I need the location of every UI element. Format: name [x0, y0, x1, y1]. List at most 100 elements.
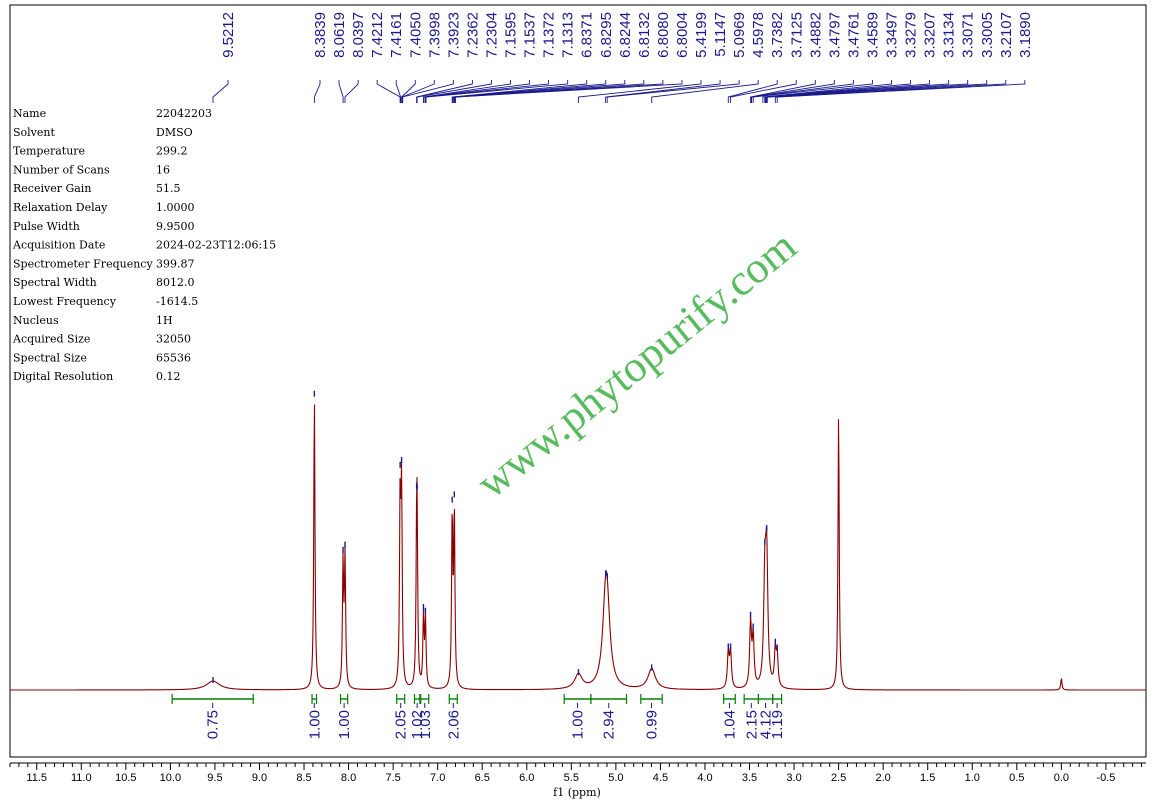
x-tick-label: 4.0 [697, 772, 712, 784]
x-axis-label: f1 (ppm) [553, 786, 601, 799]
x-tick-label: 3.5 [742, 772, 757, 784]
peak-label: 7.4161 [388, 12, 405, 58]
peak-connector [751, 80, 854, 103]
peak-label: 6.8244 [617, 12, 634, 58]
peak-connector [766, 80, 988, 103]
peak-connector [344, 80, 359, 103]
peak-label: 3.3497 [884, 12, 901, 58]
param-name: Acquisition Date [12, 239, 105, 252]
param-value: 16 [156, 163, 170, 176]
peak-label: 3.3005 [979, 12, 996, 58]
peak-label: 3.3071 [960, 12, 977, 58]
peak-label: 3.1890 [1017, 12, 1034, 58]
integral-value: 2.05 [393, 710, 410, 739]
param-name: Nucleus [13, 314, 59, 327]
peak-label: 8.0397 [350, 12, 367, 58]
peak-connector [453, 80, 645, 103]
integral-value: 2.06 [445, 710, 462, 739]
peak-connector [425, 80, 569, 103]
x-tick-label: 2.0 [876, 772, 891, 784]
peak-label: 7.1595 [503, 12, 520, 58]
plot-frame [9, 4, 1147, 758]
x-tick-label: 8.5 [296, 772, 311, 784]
param-value: 9.9500 [156, 220, 195, 233]
x-tick-label: 1.0 [965, 772, 980, 784]
x-tick-label: 10.5 [115, 772, 136, 784]
x-tick-label: 8.0 [341, 772, 356, 784]
peak-connector [765, 80, 950, 103]
peak-connector [313, 80, 321, 103]
peak-label: 7.4212 [369, 12, 386, 58]
param-value: 32050 [156, 333, 191, 346]
watermark-text: www.phytopurify.com [467, 221, 805, 508]
integral-value: 0.75 [205, 710, 222, 739]
peak-label: 5.0969 [731, 12, 748, 58]
peak-connector [764, 80, 911, 103]
peak-connector [423, 80, 511, 103]
peak-label: 9.5212 [220, 12, 237, 58]
peak-label: 3.4882 [807, 12, 824, 58]
peak-label: 6.8004 [674, 12, 691, 58]
integral-value: 1.19 [769, 710, 786, 739]
x-tick-label: 6.0 [519, 772, 534, 784]
param-value: 65536 [156, 351, 191, 364]
spectrum [10, 390, 1146, 691]
x-tick-label: 0.5 [1009, 772, 1024, 784]
integral-value: 1.00 [336, 710, 353, 739]
param-name: Number of Scans [13, 163, 110, 176]
peak-connector [423, 80, 530, 103]
param-name: Lowest Frequency [13, 295, 117, 308]
param-value: 1H [156, 314, 173, 327]
param-value: 1.0000 [156, 201, 195, 214]
peak-connector [727, 80, 778, 103]
peak-label: 6.8080 [655, 12, 672, 58]
peak-label: 7.2304 [483, 12, 500, 58]
param-name: Acquired Size [12, 333, 90, 346]
peak-label: 6.8371 [579, 12, 596, 58]
peak-label: 3.2107 [998, 12, 1015, 58]
peak-connector [401, 80, 416, 103]
param-name: Spectral Width [13, 276, 97, 289]
param-value: 51.5 [156, 182, 181, 195]
x-tick-label: 0.0 [1054, 772, 1069, 784]
param-name: Relaxation Delay [13, 201, 108, 214]
param-value: -1614.5 [156, 295, 198, 308]
param-name: Spectrometer Frequency [13, 257, 153, 270]
x-tick-label: 11.0 [71, 772, 92, 784]
peak-connector [212, 80, 229, 103]
peak-label: 7.2362 [464, 12, 481, 58]
peak-label: 7.4050 [407, 12, 424, 58]
peak-label: 3.3279 [903, 12, 920, 58]
peak-connector [765, 80, 931, 103]
peak-label: 7.1313 [560, 12, 577, 58]
param-name: Temperature [13, 145, 85, 158]
peak-connector [376, 80, 401, 103]
peak-connector [424, 80, 550, 103]
param-value: 299.2 [156, 145, 188, 158]
peak-connector [452, 80, 626, 103]
integral-value: 1.00 [306, 710, 323, 739]
peak-connector [578, 80, 702, 103]
param-value: 2024-02-23T12:06:15 [156, 239, 276, 252]
param-name: Solvent [13, 126, 55, 139]
peak-label: 3.7125 [788, 12, 805, 58]
x-tick-label: 9.0 [252, 772, 267, 784]
param-name: Pulse Width [13, 220, 80, 233]
peak-connector [454, 80, 664, 103]
peak-label: 6.8295 [598, 12, 615, 58]
x-tick-label: 5.5 [564, 772, 579, 784]
peak-connector [455, 80, 683, 103]
peak-connector [451, 80, 588, 103]
param-value: DMSO [156, 126, 193, 139]
x-tick-label: 6.5 [475, 772, 490, 784]
param-value: 399.87 [156, 257, 195, 270]
peak-connector [651, 80, 759, 103]
acquisition-parameters: Name 22042203 Solvent DMSO Temperature 299.2 N… [12, 107, 276, 383]
integral-value: 0.99 [644, 710, 661, 739]
x-tick-label: 10.0 [160, 772, 181, 784]
peak-connector [416, 80, 473, 103]
param-name: Spectral Size [13, 351, 87, 364]
x-tick-label: 3.0 [786, 772, 801, 784]
x-tick-label: 5.0 [608, 772, 623, 784]
x-tick-label: 1.5 [920, 772, 935, 784]
